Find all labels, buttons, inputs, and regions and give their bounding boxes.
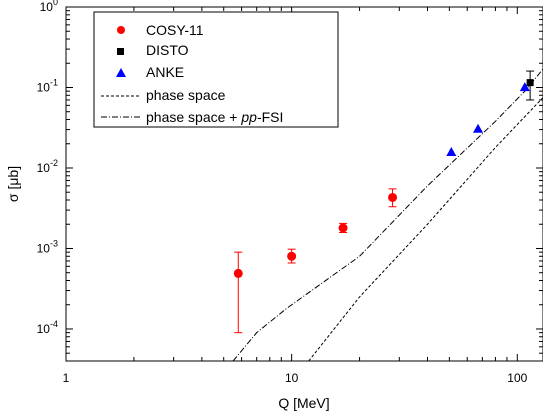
legend-item-phase-space: phase space <box>101 87 226 103</box>
y-tick-label: 100 <box>40 0 58 14</box>
phase-space-pp-fsi-curve <box>232 68 543 362</box>
legend-marker-anke <box>116 68 126 77</box>
cosy-11-point <box>233 268 243 278</box>
y-tick-label-base: 10 <box>37 322 51 336</box>
y-tick-label-base: 10 <box>40 0 54 14</box>
axes-frame <box>65 6 543 362</box>
cosy-11-point <box>388 192 398 202</box>
y-tick-label-exponent: -3 <box>50 238 58 248</box>
legend-label-cosy-11: COSY-11 <box>146 22 204 38</box>
legend-marker-cosy-11 <box>117 26 125 34</box>
curves-layer <box>232 68 543 362</box>
anke-point <box>473 123 484 133</box>
y-tick-label: 10-1 <box>37 77 58 94</box>
legend-item-cosy-11: COSY-11 <box>117 22 204 38</box>
legend-item-anke: ANKE <box>116 64 184 80</box>
legend-marker-disto <box>117 48 124 55</box>
y-tick-label-exponent: -2 <box>50 158 58 168</box>
y-tick-label: 10-2 <box>37 158 58 175</box>
x-tick-label: 1 <box>63 371 70 385</box>
plot-area <box>232 68 543 362</box>
legend-item-phase-space-pp-fsi: phase space + pp-FSI <box>101 109 283 125</box>
cosy-11-point <box>338 223 348 233</box>
disto-point <box>526 79 534 87</box>
y-tick-label: 10-3 <box>37 238 58 255</box>
legend: COSY-11 DISTO ANKE phase space phase spa… <box>93 11 339 128</box>
y-tick-label-exponent: -1 <box>50 77 58 87</box>
phase-space-curve <box>308 97 543 362</box>
x-tick-label: 100 <box>507 371 527 385</box>
legend-label-phase-space: phase space <box>146 87 226 103</box>
y-tick-label-exponent: -4 <box>50 319 58 329</box>
anke-point <box>446 146 457 156</box>
x-axis-label: Q [MeV] <box>278 395 329 411</box>
y-tick-label-base: 10 <box>37 241 51 255</box>
points-layer <box>233 70 535 334</box>
legend-box <box>93 11 339 128</box>
legend-label-disto: DISTO <box>146 42 189 58</box>
legend-label-phase-space-pp-fsi: phase space + pp-FSI <box>146 109 283 125</box>
y-tick-label-base: 10 <box>37 80 51 94</box>
anke-point <box>519 82 530 92</box>
cosy-11-point <box>287 251 297 261</box>
x-tick-label: 10 <box>285 371 299 385</box>
x-axis-ticks: 1 10 100 <box>63 7 528 385</box>
legend-label-anke: ANKE <box>146 64 184 80</box>
y-tick-label-base: 10 <box>37 161 51 175</box>
legend-item-disto: DISTO <box>117 42 189 58</box>
y-tick-label-exponent: 0 <box>53 0 58 7</box>
y-axis-label: σ [μb] <box>5 166 21 202</box>
y-tick-label: 10-4 <box>37 319 58 336</box>
